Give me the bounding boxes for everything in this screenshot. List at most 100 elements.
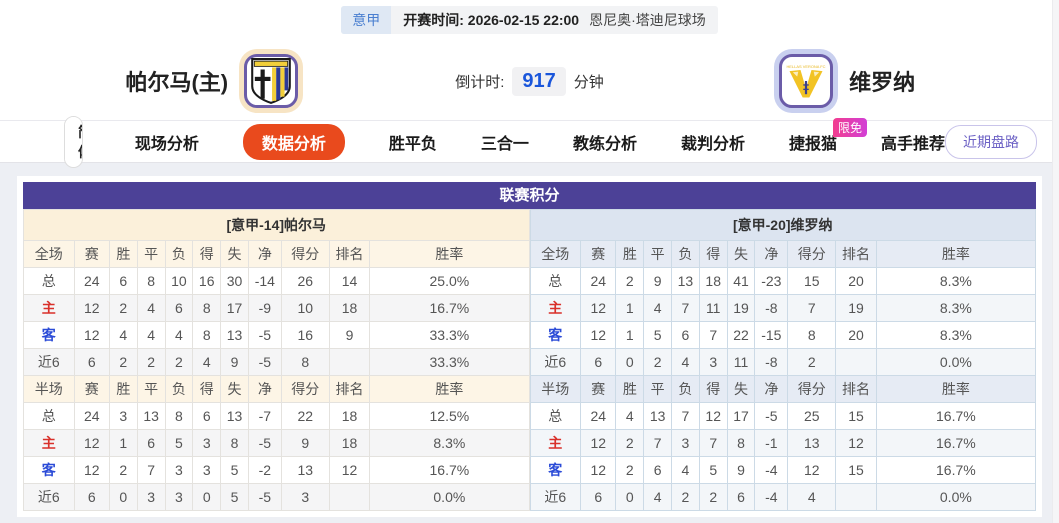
column-header: 胜: [108, 240, 138, 268]
teams-row: 帕尔马(主) 倒计时: 917 分钟: [0, 38, 1059, 124]
stat-cell: 12: [580, 429, 617, 457]
stat-cell: 8.3%: [875, 267, 1037, 295]
vertical-scrollbar[interactable]: [1052, 0, 1059, 523]
stat-cell: 6: [164, 294, 194, 322]
nav-tabs: 现场分析 数据分析 胜平负 三合一 教练分析 裁判分析 捷报猫 限免 高手推荐: [134, 117, 945, 160]
stat-cell: 3: [192, 429, 222, 457]
column-header: 失: [726, 240, 756, 268]
stat-cell: 6: [136, 429, 166, 457]
stats-row: 总 24 4 13 7 12 17 -5 25 15 16.7%: [529, 402, 1037, 430]
stat-cell: 5: [220, 483, 249, 511]
stat-cell: 17: [220, 294, 249, 322]
stat-cell: 3: [136, 483, 166, 511]
stat-cell: 13: [136, 402, 166, 430]
stat-cell: 3: [698, 348, 728, 376]
stat-cell: 30: [220, 267, 249, 295]
row-label: 总: [23, 267, 75, 295]
stat-cell: -4: [754, 456, 789, 484]
tab-three-in-one[interactable]: 三合一: [480, 135, 529, 153]
stat-cell: 3: [192, 456, 222, 484]
stat-cell: 4: [108, 321, 138, 349]
tab-coach-analysis[interactable]: 教练分析: [572, 135, 637, 153]
stat-cell: 2: [643, 348, 673, 376]
stat-cell: 2: [164, 348, 194, 376]
stat-cell: 2: [698, 483, 728, 511]
stat-cell: 4: [615, 402, 645, 430]
stat-cell: 3: [164, 456, 194, 484]
home-team: 帕尔马(主): [0, 54, 424, 108]
kickoff-value: 2026-02-15 22:00: [467, 12, 580, 28]
stat-cell: 11: [698, 294, 728, 322]
stat-cell: 25: [787, 402, 837, 430]
stat-cell: -8: [754, 348, 789, 376]
stats-row: 总 24 3 13 8 6 13 -7 22 18 12.5%: [23, 402, 530, 430]
tab-win-draw-lose[interactable]: 胜平负: [388, 135, 437, 153]
stat-cell: 33.3%: [369, 348, 530, 376]
kickoff-label: 开赛时间:: [403, 12, 464, 28]
column-header: 排名: [835, 240, 877, 268]
stat-cell: [328, 483, 371, 511]
stat-cell: 22: [280, 402, 330, 430]
recent-odds-button[interactable]: 近期盘路: [945, 124, 1037, 159]
tab-jiebaomao[interactable]: 捷报猫 限免: [788, 117, 867, 154]
stat-cell: 6: [73, 483, 110, 511]
stat-cell: 18: [328, 402, 371, 430]
column-header: 胜: [108, 375, 138, 403]
stat-cell: 0: [615, 483, 645, 511]
lang-simplified-button[interactable]: 简体: [65, 116, 82, 167]
row-label: 主: [23, 429, 75, 457]
stats-row: 总 24 6 8 10 16 30 -14 26 14 25.0%: [23, 267, 530, 295]
column-header-row: 全场赛胜平负得失净得分 排名 胜率: [529, 240, 1037, 268]
column-header: 全场: [529, 240, 582, 268]
tab-live-analysis[interactable]: 现场分析: [134, 135, 199, 153]
away-stats-table: [意甲-20]维罗纳 全场赛胜平负得失净得分 排名 胜率 总 24 2 9 13 18 41 -2…: [529, 209, 1037, 511]
stat-cell: 5: [698, 456, 728, 484]
stat-cell: 2: [108, 456, 138, 484]
stats-row: 客 12 2 6 4 5 9 -4 12 15 16.7%: [529, 456, 1037, 484]
stat-cell: 20: [835, 267, 877, 295]
stat-cell: -23: [754, 267, 789, 295]
column-header: 得分: [280, 375, 330, 403]
stat-cell: 4: [136, 321, 166, 349]
column-header: 赛: [580, 375, 617, 403]
tab-jiebaomao-label: 捷报猫: [788, 135, 837, 153]
stat-cell: 12: [73, 321, 110, 349]
stat-cell: 4: [643, 294, 673, 322]
stat-cell: 5: [220, 456, 249, 484]
stats-row: 近6 6 2 2 2 4 9 -5 8 33.3%: [23, 348, 530, 376]
stat-cell: 24: [580, 402, 617, 430]
stats-row: 客 12 2 7 3 3 5 -2 13 12 16.7%: [23, 456, 530, 484]
stat-cell: 15: [835, 402, 877, 430]
stat-cell: 22: [726, 321, 756, 349]
row-label: 主: [529, 429, 582, 457]
match-info: 意甲 开赛时间: 2026-02-15 22:00 恩尼奥·塔迪尼球场: [341, 6, 718, 34]
stat-cell: 8: [192, 294, 222, 322]
tab-data-analysis[interactable]: 数据分析: [242, 123, 345, 160]
row-label: 主: [529, 294, 582, 322]
row-label: 客: [23, 321, 75, 349]
column-header: 净: [247, 240, 282, 268]
stat-cell: 9: [328, 321, 371, 349]
stat-cell: 12: [787, 456, 837, 484]
column-header: 胜: [615, 240, 645, 268]
stats-row: 近6 6 0 4 2 2 6 -4 4 0.0%: [529, 483, 1037, 511]
stat-cell: 12: [73, 429, 110, 457]
svg-text:HELLAS VERONA FC: HELLAS VERONA FC: [787, 64, 826, 69]
stat-cell: -2: [247, 456, 282, 484]
stat-cell: -5: [247, 429, 282, 457]
column-header: 胜率: [875, 375, 1037, 403]
stat-cell: 8.3%: [875, 321, 1037, 349]
stat-cell: 13: [220, 321, 249, 349]
column-header: 得分: [280, 240, 330, 268]
stat-cell: 12: [328, 456, 371, 484]
row-label: 总: [23, 402, 75, 430]
stat-cell: 3: [671, 429, 700, 457]
tab-expert-picks[interactable]: 高手推荐: [880, 135, 945, 153]
stat-cell: 0.0%: [875, 348, 1037, 376]
stat-cell: 4: [643, 483, 673, 511]
league-badge[interactable]: 意甲: [341, 6, 392, 34]
tab-referee-analysis[interactable]: 裁判分析: [680, 135, 745, 153]
stat-cell: -8: [754, 294, 789, 322]
stat-cell: 8: [136, 267, 166, 295]
column-header: 失: [726, 375, 756, 403]
